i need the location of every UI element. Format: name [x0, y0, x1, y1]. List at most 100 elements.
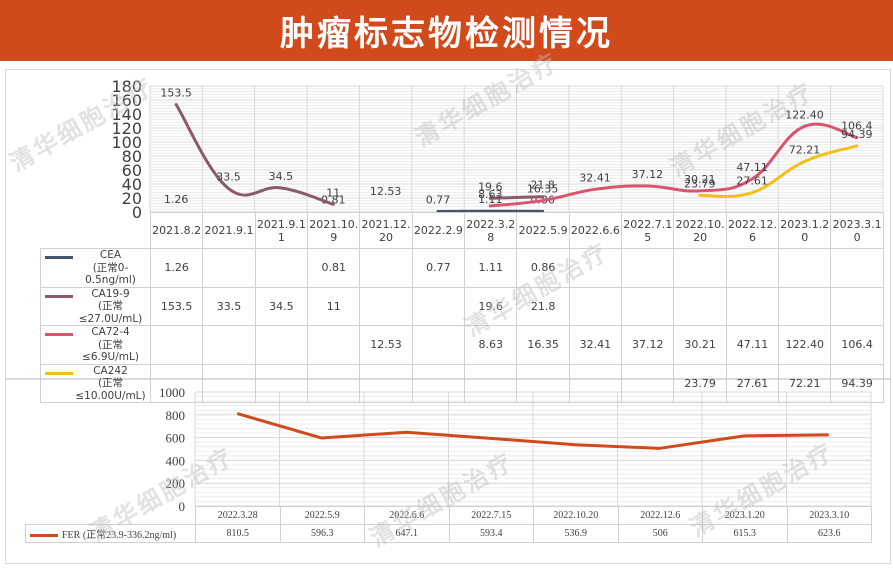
category-label: 2022.5.9 — [516, 212, 570, 249]
legend-swatch — [45, 371, 73, 375]
ferritin-data-table: 2022.3.28 2022.5.9 2022.6.6 2022.7.15 2022.1… — [25, 506, 872, 543]
category-label: 2022.12. 6 — [725, 212, 780, 249]
y-tick-label: 40 — [122, 175, 142, 194]
category-label: 2022.10. 20 — [673, 212, 727, 249]
category-label: 2021.8.2 — [149, 212, 204, 249]
data-label: 34.5 — [269, 170, 294, 183]
table-cell: 0.81 — [307, 248, 361, 288]
data-label: 12.53 — [370, 185, 402, 198]
category-label: 2021.12. 20 — [359, 212, 413, 249]
table-cell — [254, 325, 309, 365]
table-cell — [673, 248, 727, 288]
data-label: 21.8 — [530, 179, 555, 192]
series-line-FER — [236, 412, 829, 450]
legend-swatch — [45, 294, 73, 298]
table-cell — [202, 248, 256, 288]
table-cell — [307, 325, 361, 365]
y-tick-label: 400 — [166, 453, 186, 468]
category-label: 2022.10.20 — [533, 506, 619, 525]
data-label: 94.39 — [841, 128, 873, 141]
series-line-CA72-4 — [488, 122, 859, 208]
table-cell — [778, 248, 832, 288]
table-cell: 106.4 — [830, 325, 884, 365]
y-tick-label: 200 — [166, 476, 186, 491]
data-label: 19.6 — [478, 180, 503, 193]
table-cell — [464, 363, 518, 403]
table-cell — [359, 286, 413, 326]
table-cell — [202, 363, 256, 403]
category-label: 2022.2.9 — [411, 212, 466, 249]
legend-swatch — [45, 256, 73, 259]
table-row: CA72-4 (正常≤6.9U/mL) 12.53 8.63 16.35 32.41 37… — [40, 325, 884, 365]
table-cell: 72.21 — [778, 363, 832, 403]
y-tick-label: 140 — [111, 105, 142, 124]
table-row: CA19-9 (正常≤27.0U/mL) 153.5 33.5 34.5 11 19.6 2… — [40, 286, 884, 326]
legend-item: FER (正常23.9-336.2ng/ml) — [25, 524, 196, 543]
category-label: 2023.1.20 — [702, 506, 788, 525]
table-cell — [778, 286, 832, 326]
data-label: 72.21 — [789, 143, 821, 156]
header-banner: 肿瘤标志物检测情况 — [0, 0, 893, 61]
table-cell: 33.5 — [202, 286, 256, 326]
data-label: 37.12 — [632, 168, 664, 181]
legend-item: CEA (正常0-0.5ng/ml) — [40, 248, 151, 288]
table-cell: 37.12 — [621, 325, 675, 365]
table-cell — [568, 363, 623, 403]
series-line-CA19-9 — [488, 195, 545, 200]
table-row: CEA (正常0-0.5ng/ml) 1.26 0.81 0.77 1.11 0.86 — [40, 248, 884, 288]
data-label: 32.41 — [579, 171, 611, 184]
y-tick-label: 180 — [111, 77, 142, 96]
table-cell: 506 — [617, 524, 703, 543]
category-label: 2022.6.6 — [364, 506, 450, 525]
table-cell — [254, 363, 309, 403]
tumor-markers-data-table: 2021.8.2 2021.9.1 2021.9.1 1 2021.10. 9 2021… — [40, 212, 884, 403]
table-cell: 94.39 — [830, 363, 884, 403]
y-tick-label: 800 — [166, 408, 186, 423]
category-label: 2022.6.6 — [568, 212, 623, 249]
category-label: 2022.7.15 — [448, 506, 534, 525]
table-cell — [568, 248, 623, 288]
table-cell: 615.3 — [702, 524, 788, 543]
table-cell: 122.40 — [778, 325, 832, 365]
table-cell — [621, 363, 675, 403]
data-label: 122.40 — [785, 108, 824, 121]
y-tick-label: 120 — [111, 119, 142, 138]
category-label: 2021.10. 9 — [307, 212, 361, 249]
table-cell — [411, 286, 466, 326]
table-cell: 0.77 — [411, 248, 466, 288]
table-cell: 593.4 — [448, 524, 534, 543]
table-cell: 8.63 — [464, 325, 518, 365]
table-cell: 16.35 — [516, 325, 570, 365]
data-label: 153.5 — [160, 87, 192, 100]
legend-swatch — [45, 333, 73, 336]
data-label: 11 — [326, 186, 340, 199]
data-label: 1.26 — [164, 193, 189, 206]
category-label: 2021.9.1 1 — [254, 212, 309, 249]
data-label: 47.11 — [736, 161, 768, 174]
y-tick-label: 100 — [111, 133, 142, 152]
y-tick-label: 60 — [122, 161, 142, 180]
category-label: 2022.3.2 8 — [464, 212, 518, 249]
table-cell — [411, 363, 466, 403]
data-label: 0.77 — [426, 193, 451, 206]
category-label: 2023.1.2 0 — [778, 212, 832, 249]
data-label: 27.61 — [736, 175, 768, 188]
table-cell — [725, 248, 780, 288]
table-cell — [149, 325, 204, 365]
y-tick-label: 160 — [111, 91, 142, 110]
table-cell — [359, 363, 413, 403]
table-cell — [830, 286, 884, 326]
data-label: 106.4 — [841, 120, 873, 133]
category-label: 2022.5.9 — [279, 506, 365, 525]
table-cell: 34.5 — [254, 286, 309, 326]
table-cell — [411, 325, 466, 365]
table-cell: 12.53 — [359, 325, 413, 365]
table-cell: 647.1 — [364, 524, 450, 543]
table-cell: 11 — [307, 286, 361, 326]
table-cell — [568, 286, 623, 326]
table-cell — [673, 286, 727, 326]
y-tick-label: 20 — [122, 189, 142, 208]
category-label: 2022.3.28 — [195, 506, 281, 525]
table-cell: 23.79 — [673, 363, 727, 403]
table-row: CA242 (正常≤10.00U/mL) 23.79 27.61 72.21 94.39 — [40, 363, 884, 403]
